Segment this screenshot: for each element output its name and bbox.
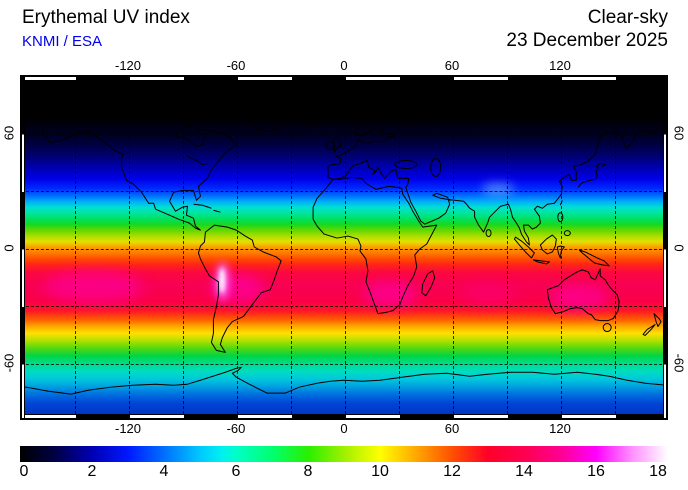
- coast-sumatra: [513, 236, 535, 259]
- gridline-lon: [345, 76, 346, 419]
- lon-tick-label: 0: [340, 421, 348, 436]
- coast-hudson-bay: [175, 125, 205, 148]
- coast-madagascar: [421, 270, 436, 297]
- blob-australia-magenta: [550, 284, 608, 312]
- lat-tick-label: 60: [671, 125, 687, 140]
- gridline-lon: [75, 76, 76, 419]
- lat-tick-label: -60: [1, 353, 17, 372]
- coast-south-america: [197, 224, 282, 353]
- coast-ireland: [326, 141, 335, 151]
- colorbar-tick-label: 0: [19, 463, 29, 480]
- gridline-lat: [21, 306, 667, 307]
- lat-tick-label: 60: [1, 125, 17, 140]
- colorbar-tick-label: 12: [443, 463, 461, 480]
- gridline-lon: [183, 76, 184, 419]
- frame-ruler-left: [21, 76, 25, 419]
- coast-africa: [312, 176, 438, 315]
- lon-tick-label: 60: [444, 421, 460, 436]
- source-label: KNMI / ESA: [22, 33, 103, 50]
- coast-sri-lanka: [485, 229, 492, 238]
- coast-borneo: [539, 234, 557, 255]
- lat-tick-label: 0: [671, 243, 687, 252]
- page-title: Erythemal UV index: [22, 7, 190, 28]
- gridline-lat: [21, 248, 667, 250]
- colorbar-tick-label: 18: [649, 463, 667, 480]
- lon-tick-label: -60: [226, 58, 246, 73]
- colorbar-tick-label: 6: [231, 463, 241, 480]
- coast-great-lakes: [186, 155, 208, 165]
- world-map: [20, 75, 668, 420]
- colorbar-tick-label: 8: [303, 463, 313, 480]
- coast-japan: [577, 162, 606, 188]
- gridline-lat: [21, 363, 667, 365]
- gridline-lon: [291, 76, 292, 419]
- lon-tick-label: 120: [549, 421, 571, 436]
- lat-tick-label: -60: [671, 353, 687, 372]
- coast-iceland: [304, 120, 318, 128]
- frame-ruler-bottom: [21, 414, 667, 419]
- coast-greenland: [240, 92, 305, 133]
- lon-tick-label: 60: [444, 58, 460, 73]
- coast-black-sea: [394, 160, 418, 169]
- gridline-lat: [21, 133, 667, 135]
- gridline-lon: [129, 76, 130, 419]
- coastlines: [21, 92, 667, 395]
- lat-tick-label: 0: [1, 243, 17, 252]
- gridline-lon: [399, 76, 400, 419]
- coast-cuba: [193, 203, 212, 209]
- colorbar-tick-label: 4: [159, 463, 169, 480]
- uv-color-field: [21, 76, 667, 419]
- lon-tick-label: -60: [226, 421, 246, 436]
- coast-hispaniola: [213, 209, 221, 213]
- colorbar-tick-label: 16: [587, 463, 605, 480]
- condition-label: Clear-sky: [587, 7, 668, 28]
- blob-indian-ocean-magenta: [462, 284, 516, 305]
- gridline-lat: [21, 191, 667, 192]
- frame-ruler-top: [21, 76, 667, 81]
- coast-mindanao: [563, 230, 571, 237]
- coast-caspian-sea: [430, 158, 442, 177]
- colorbar-tick-label: 14: [515, 463, 533, 480]
- blob-tibet-light-patch: [481, 183, 515, 195]
- lon-tick-label: 0: [340, 58, 348, 73]
- coast-new-zealand-south: [642, 324, 656, 336]
- colorbar-tick-label: 10: [371, 463, 389, 480]
- gridline-lon: [237, 76, 238, 419]
- gridline-lon: [561, 76, 562, 419]
- coast-new-guinea: [578, 249, 610, 267]
- coast-java: [532, 259, 550, 265]
- blob-andes-white-core: [218, 267, 225, 293]
- gridline-lon: [453, 76, 454, 419]
- lon-tick-label: -120: [114, 421, 142, 436]
- frame-ruler-right: [663, 76, 667, 419]
- blob-east-pacific-magenta: [43, 269, 143, 305]
- coast-britain: [332, 137, 342, 154]
- colorbar-tick-label: 2: [87, 463, 97, 480]
- coast-luzon: [557, 212, 564, 223]
- gridline-lon: [507, 76, 508, 419]
- lon-tick-label: 120: [549, 58, 571, 73]
- coast-tasmania: [602, 323, 612, 333]
- gridline-lon: [615, 76, 616, 419]
- coast-north-america: [42, 109, 237, 231]
- date-label: 23 December 2025: [506, 30, 668, 51]
- coast-eurasia: [327, 99, 667, 246]
- lon-tick-label: -120: [114, 58, 142, 73]
- uv-colorbar: [20, 446, 668, 462]
- coast-new-zealand-north: [653, 313, 662, 328]
- coast-australia: [546, 268, 620, 322]
- coast-antarctica: [21, 366, 667, 395]
